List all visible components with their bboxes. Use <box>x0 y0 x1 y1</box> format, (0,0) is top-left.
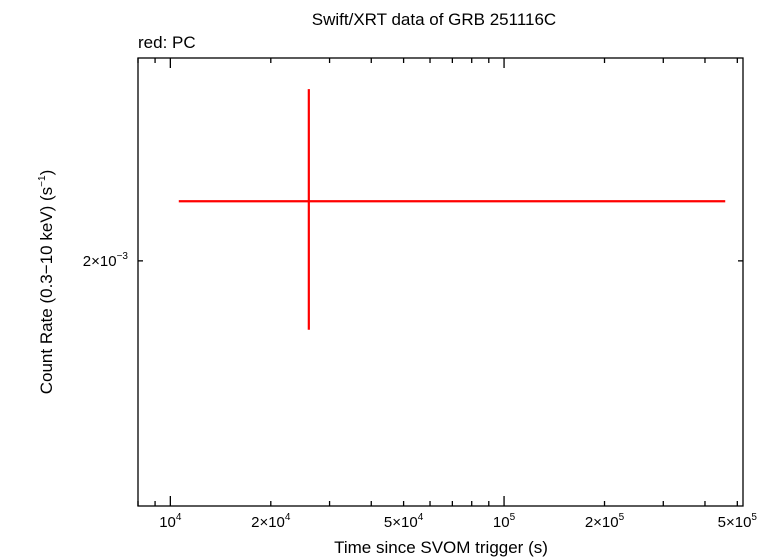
x-tick-label-exp: 5 <box>619 512 625 523</box>
y-tick-label-base: 2×10 <box>83 253 117 270</box>
y-axis-label-main: Count Rate (0.3−10 keV) (s <box>37 187 56 394</box>
x-tick-label: 105 <box>493 512 516 531</box>
chart-subtitle: red: PC <box>138 33 196 52</box>
x-tick-label-exp: 4 <box>176 512 182 523</box>
x-tick-label: 2×105 <box>585 512 625 531</box>
x-tick-label-base: 2×10 <box>585 514 619 531</box>
y-axis-label: Count Rate (0.3−10 keV) (s−1) <box>37 170 56 395</box>
x-axis-label: Time since SVOM trigger (s) <box>334 538 548 557</box>
x-tick-label-exp: 5 <box>510 512 516 523</box>
x-tick-label-base: 2×10 <box>251 514 285 531</box>
x-tick-label-base: 10 <box>159 514 176 531</box>
x-tick-label-exp: 4 <box>418 512 424 523</box>
axis-ticks <box>137 58 743 506</box>
data-points <box>178 89 726 330</box>
x-tick-label-exp: 5 <box>751 512 757 523</box>
plot-frame <box>137 57 744 507</box>
y-tick-labels: 2×10−3 <box>83 251 129 270</box>
y-tick-label: 2×10−3 <box>83 251 129 270</box>
x-tick-labels: 104 2×104 5×104 105 2×105 5×105 <box>159 512 757 531</box>
x-tick-label: 5×105 <box>718 512 758 531</box>
x-tick-label-base: 5×10 <box>718 514 752 531</box>
x-tick-label-base: 10 <box>493 514 510 531</box>
x-tick-label: 5×104 <box>384 512 424 531</box>
data-point <box>178 89 726 330</box>
x-tick-label: 2×104 <box>251 512 291 531</box>
y-axis-label-sup: −1 <box>37 175 48 187</box>
x-tick-label-base: 5×10 <box>384 514 418 531</box>
x-tick-label: 104 <box>159 512 182 531</box>
y-axis-label-end: ) <box>37 170 56 176</box>
x-tick-label-exp: 4 <box>285 512 291 523</box>
y-tick-label-exp: −3 <box>117 251 129 262</box>
chart-title: Swift/XRT data of GRB 251116C <box>312 10 556 29</box>
